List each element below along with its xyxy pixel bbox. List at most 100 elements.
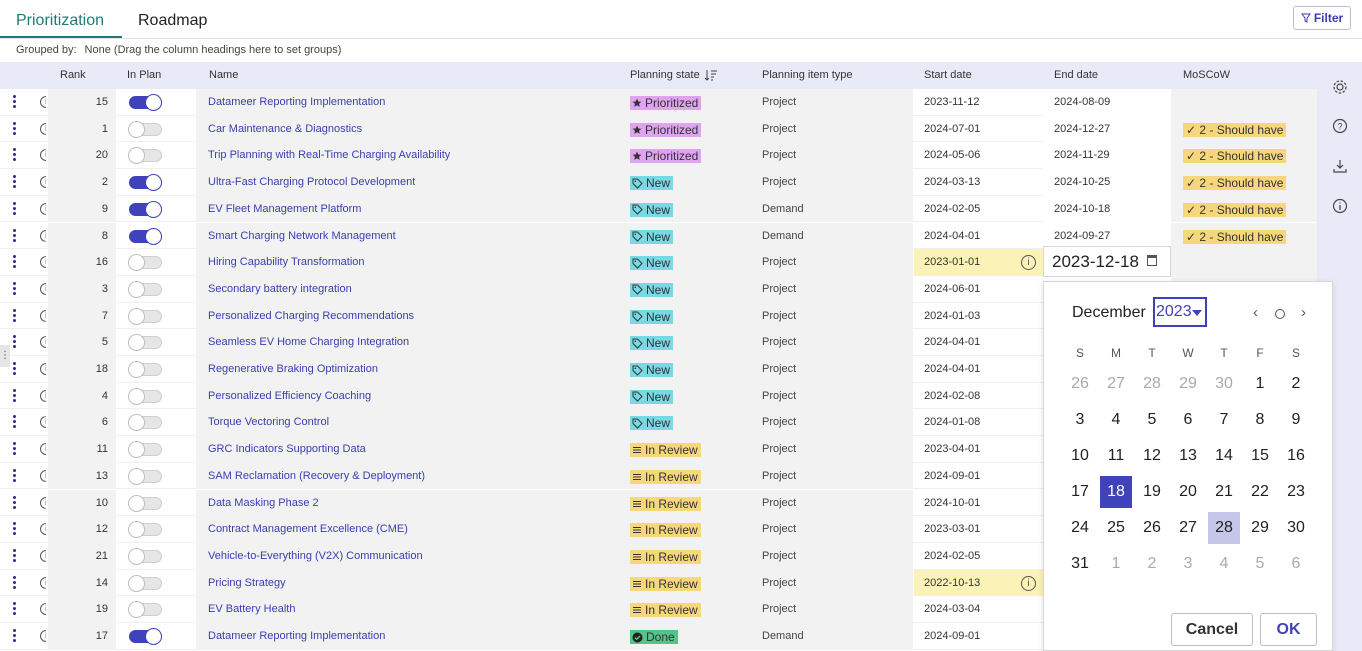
- planning-state-badge[interactable]: New: [630, 256, 674, 271]
- in-plan-toggle[interactable]: [129, 628, 162, 645]
- table-row[interactable]: i 9 EV Fleet Management Platform New Demand 2…: [0, 195, 1317, 223]
- planning-state-badge[interactable]: Done: [630, 630, 678, 644]
- start-date-value[interactable]: 2023-11-12: [924, 96, 980, 108]
- planning-state-badge[interactable]: New: [630, 363, 674, 377]
- tab-roadmap[interactable]: Roadmap: [138, 12, 208, 29]
- filter-button[interactable]: Filter: [1293, 6, 1351, 30]
- download-icon[interactable]: [1332, 158, 1348, 174]
- row-menu-icon[interactable]: [13, 308, 17, 323]
- day-cell[interactable]: 17: [1071, 483, 1089, 500]
- row-menu-icon[interactable]: [13, 442, 17, 456]
- warning-icon[interactable]: i: [1021, 575, 1036, 591]
- day-cell[interactable]: 30: [1287, 519, 1305, 536]
- day-cell[interactable]: 9: [1291, 411, 1301, 428]
- item-name-link[interactable]: Trip Planning with Real-Time Charging Av…: [208, 149, 451, 162]
- row-menu-icon[interactable]: [13, 228, 17, 243]
- day-cell[interactable]: 28: [1208, 512, 1240, 544]
- row-info-icon[interactable]: i: [40, 122, 46, 135]
- day-cell-selected[interactable]: 18: [1100, 476, 1132, 508]
- header-name[interactable]: Name: [209, 69, 239, 81]
- start-date-value[interactable]: 2024-06-01: [924, 282, 981, 295]
- start-date-value[interactable]: 2024-03-04: [924, 603, 981, 616]
- help-icon[interactable]: ?: [1332, 118, 1348, 134]
- item-name-link[interactable]: Pricing Strategy: [208, 576, 286, 589]
- day-cell[interactable]: 13: [1179, 447, 1197, 464]
- in-plan-toggle[interactable]: [129, 227, 162, 245]
- day-cell[interactable]: 22: [1251, 483, 1269, 500]
- item-name-link[interactable]: EV Fleet Management Platform: [208, 202, 362, 215]
- moscow-badge[interactable]: ✓ 2 - Should have: [1183, 122, 1287, 137]
- day-cell[interactable]: 29: [1251, 519, 1269, 536]
- item-name-link[interactable]: GRC Indicators Supporting Data: [208, 443, 366, 456]
- prev-month-icon[interactable]: ‹: [1253, 304, 1258, 321]
- item-name-link[interactable]: Contract Management Excellence (CME): [208, 523, 408, 536]
- day-cell[interactable]: 6: [1183, 411, 1193, 428]
- planning-state-badge[interactable]: In Review: [630, 603, 701, 618]
- day-cell[interactable]: 27: [1179, 519, 1197, 536]
- table-row[interactable]: i 2 Ultra-Fast Charging Protocol Developme…: [0, 169, 1317, 196]
- row-menu-icon[interactable]: [13, 388, 17, 403]
- sort-icon[interactable]: [704, 69, 718, 82]
- in-plan-toggle[interactable]: [128, 334, 162, 352]
- start-date-value[interactable]: 2024-02-05: [924, 202, 981, 215]
- in-plan-toggle[interactable]: [128, 254, 162, 272]
- start-date-value[interactable]: 2024-04-01: [924, 336, 981, 349]
- day-cell[interactable]: 7: [1219, 411, 1229, 428]
- planning-state-badge[interactable]: New: [630, 202, 674, 217]
- planning-state-badge[interactable]: New: [630, 176, 674, 191]
- start-date-value[interactable]: 2024-04-01: [924, 363, 981, 375]
- day-cell[interactable]: 30: [1215, 375, 1233, 392]
- end-date-value[interactable]: 2024-10-18: [1054, 202, 1111, 215]
- end-date-input[interactable]: 2023-12-18: [1043, 246, 1171, 277]
- row-info-icon[interactable]: i: [40, 549, 46, 562]
- day-cell[interactable]: 4: [1111, 411, 1121, 428]
- day-cell[interactable]: 2: [1147, 555, 1157, 572]
- header-in-plan[interactable]: In Plan: [127, 69, 162, 81]
- cancel-button[interactable]: Cancel: [1171, 613, 1253, 646]
- row-menu-icon[interactable]: [13, 95, 17, 109]
- end-date-value[interactable]: 2024-08-09: [1054, 96, 1111, 108]
- row-info-icon[interactable]: i: [40, 96, 46, 108]
- header-end-date[interactable]: End date: [1054, 69, 1099, 81]
- planning-state-badge[interactable]: In Review: [630, 443, 701, 458]
- row-info-icon[interactable]: i: [40, 630, 46, 642]
- row-menu-icon[interactable]: [13, 495, 17, 510]
- tab-prioritization[interactable]: Prioritization: [16, 12, 105, 29]
- planning-state-badge[interactable]: Prioritized: [630, 149, 702, 164]
- day-cell[interactable]: 31: [1071, 555, 1089, 572]
- end-date-value[interactable]: 2024-09-27: [1054, 229, 1111, 242]
- row-info-icon[interactable]: i: [40, 363, 46, 375]
- in-plan-toggle[interactable]: [129, 200, 162, 218]
- calendar-icon[interactable]: [1147, 255, 1157, 266]
- planning-state-badge[interactable]: New: [630, 282, 674, 297]
- item-name-link[interactable]: Datameer Reporting Implementation: [208, 96, 386, 108]
- start-date-value[interactable]: 2024-04-01: [924, 229, 981, 242]
- start-date-value[interactable]: 2024-01-03: [924, 309, 981, 322]
- day-cell[interactable]: 11: [1107, 447, 1125, 464]
- day-cell[interactable]: 15: [1251, 447, 1269, 464]
- gear-icon[interactable]: [1332, 79, 1348, 95]
- moscow-badge[interactable]: ✓ 2 - Should have: [1183, 202, 1287, 217]
- row-menu-icon[interactable]: [13, 415, 17, 429]
- item-name-link[interactable]: Vehicle-to-Everything (V2X) Communicatio…: [208, 549, 423, 562]
- planning-state-badge[interactable]: In Review: [630, 523, 701, 538]
- item-name-link[interactable]: Personalized Efficiency Coaching: [208, 389, 372, 402]
- day-cell[interactable]: 29: [1179, 375, 1197, 392]
- in-plan-toggle[interactable]: [128, 307, 162, 325]
- start-date-value[interactable]: 2024-03-13: [924, 176, 981, 189]
- header-start-date[interactable]: Start date: [924, 69, 972, 81]
- start-date-value[interactable]: 2024-02-05: [924, 549, 981, 562]
- row-menu-icon[interactable]: [13, 121, 17, 136]
- in-plan-toggle[interactable]: [129, 174, 162, 192]
- in-plan-toggle[interactable]: [128, 361, 162, 378]
- planning-state-badge[interactable]: In Review: [630, 549, 701, 564]
- item-name-link[interactable]: SAM Reclamation (Recovery & Deployment): [208, 469, 426, 482]
- row-menu-icon[interactable]: [13, 522, 17, 536]
- row-menu-icon[interactable]: [13, 362, 17, 376]
- table-row[interactable]: i 20 Trip Planning with Real-Time Charging…: [0, 142, 1317, 170]
- day-cell[interactable]: 26: [1143, 519, 1161, 536]
- day-cell[interactable]: 8: [1255, 411, 1265, 428]
- row-menu-icon[interactable]: [13, 148, 17, 162]
- row-menu-icon[interactable]: [13, 629, 17, 643]
- moscow-badge[interactable]: ✓ 2 - Should have: [1183, 176, 1287, 191]
